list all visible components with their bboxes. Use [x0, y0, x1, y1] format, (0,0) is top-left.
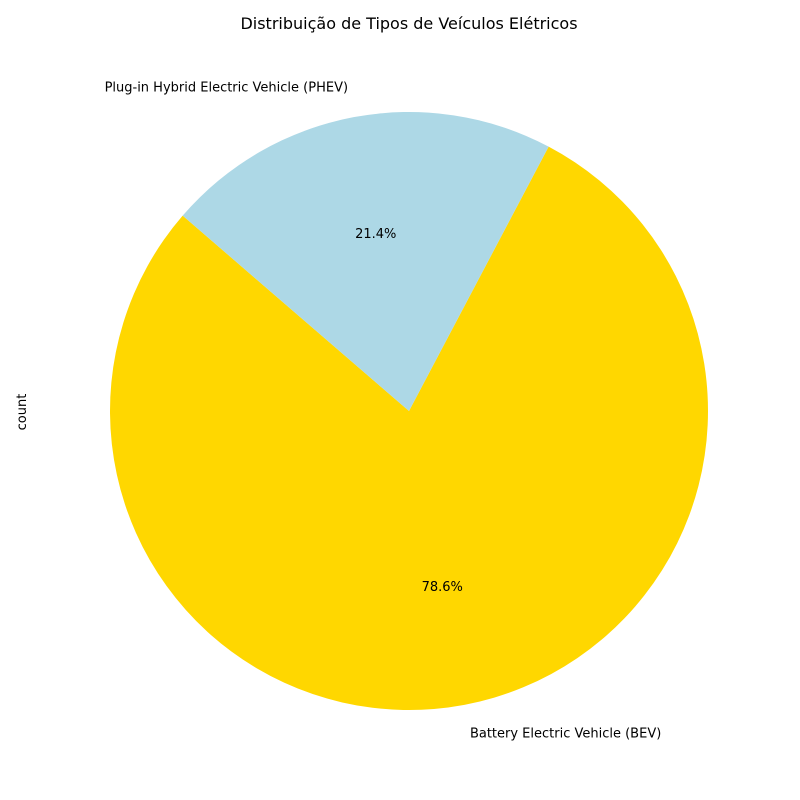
chart-title: Distribuição de Tipos de Veículos Elétri…	[240, 14, 577, 33]
pie-labels: Battery Electric Vehicle (BEV) 78.6% Plug-…	[105, 80, 662, 741]
y-axis-label: count	[15, 394, 30, 431]
pie-slice-1	[182, 111, 549, 412]
slice-label-0: Battery Electric Vehicle (BEV)	[470, 727, 661, 742]
slice-percent-0: 78.6%	[422, 580, 463, 595]
slice-percent-1: 21.4%	[355, 227, 396, 242]
slice-label-1: Plug-in Hybrid Electric Vehicle (PHEV)	[105, 80, 348, 95]
pie-slice-0	[110, 146, 708, 710]
pie-slices	[110, 111, 708, 710]
